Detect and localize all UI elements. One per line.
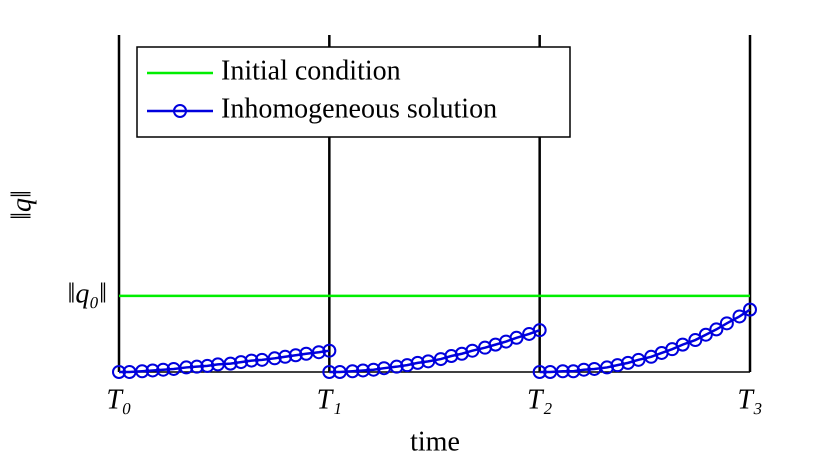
data-point [345, 364, 360, 379]
data-point [135, 364, 150, 379]
data-point [631, 352, 646, 367]
x-tick-label: T₂ [527, 384, 553, 415]
data-point [675, 337, 690, 352]
data-point [156, 362, 171, 377]
data-point [200, 358, 215, 373]
y-tick-label: ‖q₀‖ [68, 278, 107, 309]
legend-label: Initial condition [221, 55, 401, 86]
data-point [709, 322, 724, 337]
data-point [732, 309, 747, 324]
data-point [555, 364, 570, 379]
data-point [223, 356, 238, 371]
data-point [366, 362, 381, 377]
data-point [532, 323, 547, 338]
data-point [719, 316, 734, 331]
y-axis-label: ‖q‖ [6, 190, 37, 220]
legend-marker [173, 104, 187, 118]
data-point [532, 365, 547, 379]
data-point [410, 355, 425, 370]
data-point [112, 365, 126, 379]
data-point [355, 363, 370, 378]
data-point [189, 359, 204, 374]
data-point [311, 345, 326, 360]
data-point [743, 302, 757, 317]
data-point [244, 353, 259, 368]
data-point [389, 359, 404, 374]
data-point [421, 354, 436, 369]
x-tick-label: T₁ [317, 384, 342, 415]
data-point [322, 365, 337, 379]
data-point [566, 364, 581, 379]
data-point [465, 343, 480, 358]
data-point [288, 348, 303, 363]
data-point [267, 351, 282, 366]
legend: Initial condition Inhomogeneous solution [136, 46, 571, 138]
legend-label: Inhomogeneous solution [221, 93, 497, 124]
data-point [145, 363, 160, 378]
data-point [179, 360, 194, 375]
data-point [576, 362, 591, 377]
data-point [322, 343, 337, 358]
x-axis-label: time [410, 426, 460, 457]
data-point [509, 330, 524, 345]
x-tick-label: T₃ [737, 384, 762, 415]
legend-box [136, 46, 571, 138]
x-tick-label: T₀ [106, 384, 131, 415]
data-point [278, 349, 293, 364]
data-point [233, 355, 248, 370]
